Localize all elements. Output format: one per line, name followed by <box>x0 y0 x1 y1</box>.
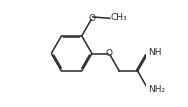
Text: NH₂: NH₂ <box>148 85 165 94</box>
Text: CH₃: CH₃ <box>111 13 127 22</box>
Text: NH: NH <box>148 48 162 57</box>
Text: O: O <box>106 49 113 58</box>
Text: O: O <box>88 14 96 23</box>
